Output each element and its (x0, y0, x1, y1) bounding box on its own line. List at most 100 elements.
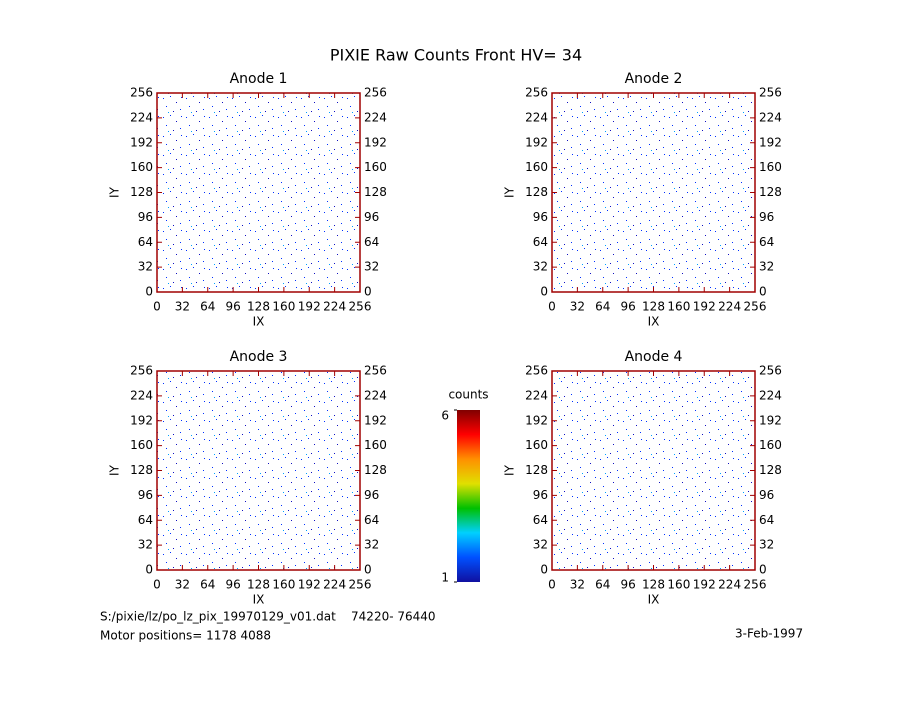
x-tick-label: 96 (620, 300, 635, 314)
y-tick-label: 256 (525, 364, 548, 378)
y-tick-label: 256 (525, 86, 548, 100)
x-tick-label: 224 (718, 578, 741, 592)
y-tick-label: 224 (525, 110, 548, 124)
y-tick-label-right: 192 (759, 135, 782, 149)
y-tick-label: 192 (525, 413, 548, 427)
y-tick-label-right: 192 (364, 135, 387, 149)
y-tick-label-right: 64 (759, 235, 774, 249)
panel-title: Anode 2 (625, 71, 683, 87)
x-tick-label: 160 (667, 578, 690, 592)
colorbar (457, 410, 480, 582)
x-axis-label: IX (253, 593, 265, 607)
y-tick-label: 32 (533, 260, 548, 274)
x-tick-label: 224 (323, 578, 346, 592)
y-tick-label: 32 (138, 538, 153, 552)
y-tick-label: 192 (130, 135, 153, 149)
footer-date: 3-Feb-1997 (735, 627, 803, 641)
y-tick-label-right: 0 (364, 563, 372, 577)
y-tick-label-right: 0 (364, 285, 372, 299)
x-tick-label: 96 (225, 300, 240, 314)
y-tick-label: 0 (145, 285, 153, 299)
y-tick-label-right: 224 (759, 110, 782, 124)
x-tick-label: 32 (175, 578, 190, 592)
x-tick-label: 0 (153, 578, 161, 592)
panel-title: Anode 1 (230, 71, 288, 87)
x-tick-label: 160 (272, 578, 295, 592)
y-tick-label: 128 (130, 463, 153, 477)
x-tick-label: 192 (693, 300, 716, 314)
x-tick-label: 32 (175, 300, 190, 314)
x-axis-label: IX (253, 315, 265, 329)
y-tick-label-right: 160 (364, 160, 387, 174)
x-tick-label: 224 (323, 300, 346, 314)
x-tick-label: 192 (298, 578, 321, 592)
y-tick-label: 96 (533, 210, 548, 224)
y-tick-label-right: 0 (759, 563, 767, 577)
heatmap-image (157, 371, 360, 570)
x-tick-label: 0 (548, 578, 556, 592)
y-tick-label: 64 (533, 235, 548, 249)
y-tick-label: 0 (540, 285, 548, 299)
y-tick-label: 160 (130, 160, 153, 174)
x-tick-label: 128 (247, 578, 270, 592)
y-tick-label-right: 32 (759, 260, 774, 274)
x-tick-label: 128 (642, 300, 665, 314)
x-tick-label: 128 (247, 300, 270, 314)
y-tick-label: 96 (533, 488, 548, 502)
y-tick-label-right: 256 (364, 364, 387, 378)
x-tick-label: 32 (570, 300, 585, 314)
y-tick-label-right: 256 (364, 86, 387, 100)
y-tick-label-right: 0 (759, 285, 767, 299)
y-tick-label: 96 (138, 210, 153, 224)
y-tick-label-right: 64 (364, 513, 379, 527)
y-tick-label: 224 (130, 110, 153, 124)
x-tick-label: 128 (642, 578, 665, 592)
colorbar-tick-label: 1 (441, 571, 449, 585)
y-tick-label-right: 160 (364, 438, 387, 452)
x-tick-label: 224 (718, 300, 741, 314)
y-tick-label: 128 (525, 185, 548, 199)
x-tick-label: 160 (667, 300, 690, 314)
y-tick-label: 128 (130, 185, 153, 199)
y-tick-label-right: 192 (364, 413, 387, 427)
y-tick-label-right: 96 (759, 210, 774, 224)
y-axis-label: IY (503, 186, 517, 198)
y-axis-label: IY (108, 186, 122, 198)
y-tick-label-right: 128 (759, 185, 782, 199)
x-tick-label: 256 (744, 578, 767, 592)
y-tick-label-right: 160 (759, 438, 782, 452)
y-tick-label-right: 224 (364, 388, 387, 402)
x-axis-label: IX (648, 593, 660, 607)
x-tick-label: 32 (570, 578, 585, 592)
x-tick-label: 192 (693, 578, 716, 592)
x-tick-label: 64 (595, 300, 610, 314)
y-tick-label-right: 64 (364, 235, 379, 249)
y-tick-label-right: 96 (759, 488, 774, 502)
x-tick-label: 0 (153, 300, 161, 314)
y-tick-label: 192 (525, 135, 548, 149)
x-tick-label: 96 (620, 578, 635, 592)
colorbar-label: counts (448, 388, 488, 402)
y-tick-label-right: 224 (364, 110, 387, 124)
y-tick-label: 64 (138, 235, 153, 249)
x-tick-label: 64 (200, 300, 215, 314)
x-tick-label: 64 (595, 578, 610, 592)
heatmap-image (552, 371, 755, 570)
y-tick-label: 256 (130, 364, 153, 378)
y-tick-label-right: 192 (759, 413, 782, 427)
x-tick-label: 256 (744, 300, 767, 314)
y-tick-label: 160 (525, 438, 548, 452)
panel-title: Anode 3 (230, 349, 288, 365)
heatmap-image (552, 93, 755, 292)
y-tick-label-right: 128 (364, 185, 387, 199)
figure-title: PIXIE Raw Counts Front HV= 34 (330, 46, 582, 65)
x-tick-label: 64 (200, 578, 215, 592)
y-tick-label: 0 (540, 563, 548, 577)
x-tick-label: 256 (349, 300, 372, 314)
y-axis-label: IY (108, 464, 122, 476)
y-tick-label-right: 256 (759, 86, 782, 100)
y-tick-label: 224 (525, 388, 548, 402)
y-tick-label-right: 128 (759, 463, 782, 477)
y-tick-label-right: 64 (759, 513, 774, 527)
y-tick-label-right: 32 (364, 538, 379, 552)
